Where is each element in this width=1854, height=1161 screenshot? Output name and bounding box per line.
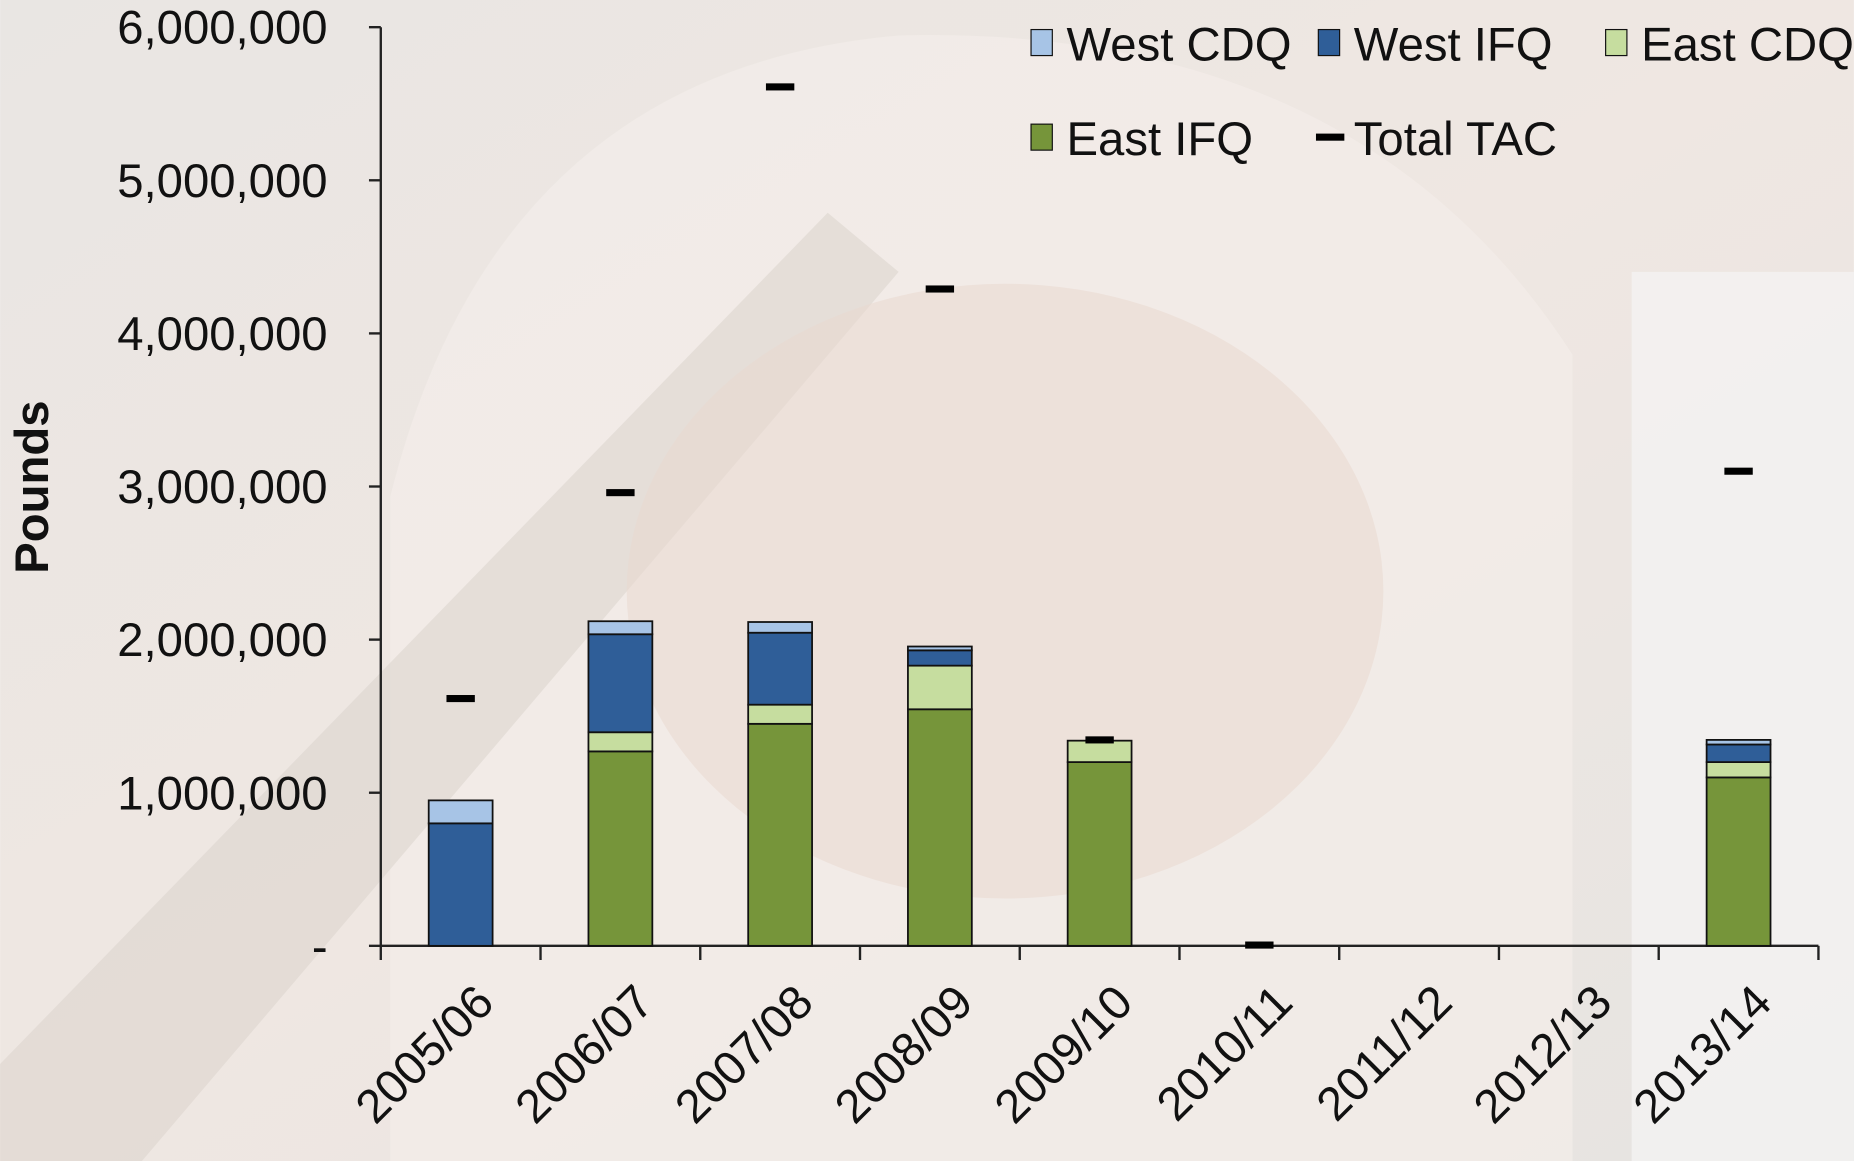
legend-swatch bbox=[1317, 28, 1341, 57]
tac-marker bbox=[1245, 941, 1274, 949]
legend-label: East IFQ bbox=[1067, 113, 1254, 166]
legend-item: West CDQ bbox=[1030, 18, 1292, 71]
bar-segment bbox=[587, 731, 654, 753]
tac-marker bbox=[1724, 467, 1753, 475]
legend-label: East CDQ bbox=[1641, 18, 1854, 71]
bar-segment bbox=[747, 722, 813, 947]
tac-marker bbox=[765, 83, 795, 91]
bar-segment bbox=[907, 649, 973, 667]
legend-item: West IFQ bbox=[1317, 18, 1553, 71]
background-photo bbox=[626, 283, 1384, 899]
legend-label: West CDQ bbox=[1067, 18, 1292, 71]
tac-marker bbox=[925, 285, 955, 293]
bar-segment bbox=[747, 631, 813, 706]
bar-segment bbox=[587, 620, 654, 636]
bar-segment bbox=[427, 822, 494, 947]
bar-segment bbox=[1705, 739, 1772, 746]
bar-segment bbox=[907, 664, 973, 711]
bar-segment bbox=[1705, 743, 1772, 763]
legend-item: Total TAC bbox=[1315, 113, 1557, 166]
bar-segment bbox=[1705, 776, 1772, 947]
legend-label: Total TAC bbox=[1354, 113, 1557, 166]
y-tick-label: 1,000,000 bbox=[117, 767, 327, 820]
y-tick-label: 4,000,000 bbox=[117, 308, 327, 361]
bar-segment bbox=[1066, 761, 1133, 947]
legend-swatch bbox=[1030, 123, 1053, 151]
legend-swatch bbox=[1315, 133, 1345, 141]
bar-segment bbox=[587, 633, 654, 734]
y-tick-label: 5,000,000 bbox=[117, 155, 327, 208]
tac-marker bbox=[1085, 736, 1114, 744]
y-axis-title: Pounds bbox=[6, 400, 59, 573]
bar-segment bbox=[427, 799, 494, 825]
tac-marker bbox=[446, 695, 475, 703]
y-tick-label: 3,000,000 bbox=[117, 461, 327, 514]
bar-segment bbox=[907, 708, 973, 947]
bar-segment bbox=[747, 703, 813, 725]
legend-item: East CDQ bbox=[1605, 18, 1854, 71]
y-tick-label: 6,000,000 bbox=[117, 2, 327, 55]
bar-segment bbox=[587, 750, 654, 947]
y-tick-label: 2,000,000 bbox=[117, 614, 327, 667]
bar-segment bbox=[1066, 739, 1133, 763]
background-photo bbox=[1631, 271, 1854, 1161]
bar-segment bbox=[747, 621, 813, 634]
bar-segment bbox=[907, 645, 973, 652]
legend-swatch bbox=[1030, 28, 1053, 57]
legend-label: West IFQ bbox=[1354, 18, 1553, 71]
bar-segment bbox=[1705, 761, 1772, 779]
legend-item: East IFQ bbox=[1030, 113, 1254, 166]
tac-marker bbox=[606, 489, 635, 497]
y-tick-label: - bbox=[312, 920, 328, 973]
legend-swatch bbox=[1605, 28, 1628, 57]
